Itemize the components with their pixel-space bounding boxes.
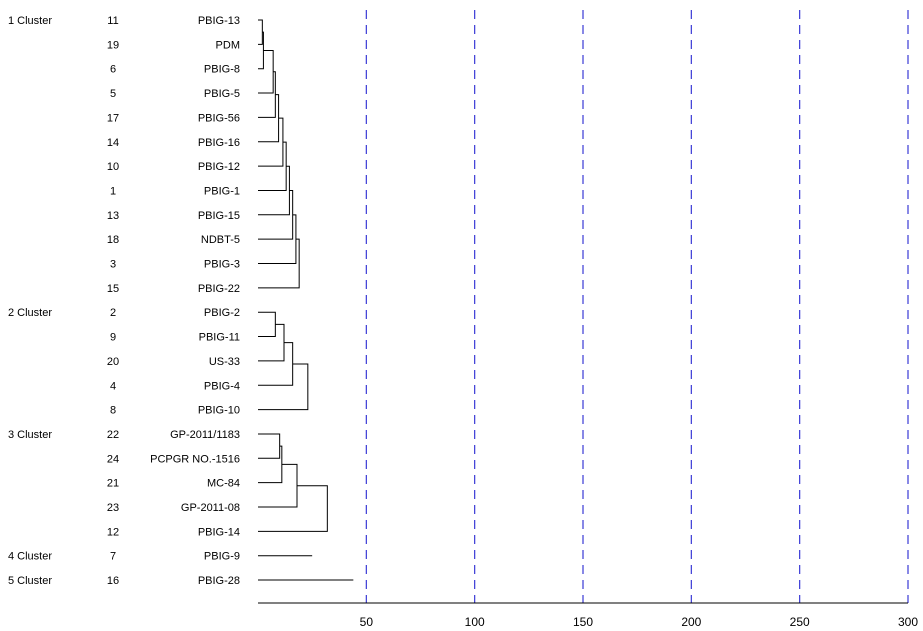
merge-branch — [258, 342, 294, 386]
merge-branch — [258, 71, 276, 118]
merge-branch — [258, 433, 281, 459]
leaf-number: 4 — [110, 380, 116, 392]
leaf-number: 14 — [107, 137, 119, 149]
leaf-number: 10 — [107, 161, 119, 173]
leaf-number: 12 — [107, 526, 119, 538]
leaf-name: PBIG-13 — [198, 15, 240, 27]
leaf-name: PBIG-15 — [198, 210, 240, 222]
merge-branch — [258, 485, 328, 532]
leaf-number: 21 — [107, 478, 119, 490]
leaf-name: US-33 — [209, 356, 240, 368]
x-tick-label: 150 — [573, 615, 593, 629]
leaf-name: PBIG-10 — [198, 405, 240, 417]
leaf-name: MC-84 — [207, 478, 240, 490]
leaf-number: 8 — [110, 405, 116, 417]
leaf-name: PBIG-12 — [198, 161, 240, 173]
merge-branch — [258, 463, 298, 508]
leaf-name: PBIG-9 — [204, 551, 240, 563]
leaf-name: GP-2011-08 — [181, 502, 240, 514]
cluster-label: 2 Cluster — [8, 307, 52, 319]
leaf-number: 18 — [107, 234, 119, 246]
leaf-name: PBIG-2 — [204, 307, 240, 319]
leaf-number: 19 — [107, 39, 119, 51]
cluster-label: 5 Cluster — [8, 575, 52, 587]
leaf-number: 13 — [107, 210, 119, 222]
merge-branch — [258, 363, 309, 411]
leaf-number: 2 — [110, 307, 116, 319]
merge-branch — [258, 19, 263, 45]
leaf-name: PBIG-11 — [199, 332, 240, 344]
leaf-number: 11 — [107, 15, 118, 27]
leaf-number: 6 — [110, 64, 116, 76]
x-axis: 50 100 150 200 250 300 — [258, 602, 918, 629]
leaf-number: 20 — [107, 356, 119, 368]
leaf-number: 17 — [107, 112, 119, 124]
merge-branch — [258, 445, 283, 484]
leaf-name: GP-2011/1183 — [170, 429, 240, 441]
leaf-name: PBIG-16 — [198, 137, 240, 149]
leaf-number: 16 — [107, 575, 119, 587]
x-tick-label: 100 — [465, 615, 485, 629]
leaf-name: PCPGR NO.-1516 — [150, 453, 240, 465]
merge-branch — [258, 323, 285, 362]
merge-branch — [258, 49, 274, 94]
leaf-name: PBIG-5 — [204, 88, 240, 100]
leaf-number: 15 — [107, 283, 119, 295]
leaf-number: 1 — [110, 185, 116, 197]
merge-branch — [258, 94, 280, 143]
leaf-number: 23 — [107, 502, 119, 514]
merge-branch — [258, 238, 300, 289]
leaf-name: PBIG-22 — [198, 283, 240, 295]
leaf-name: PBIG-3 — [204, 259, 240, 271]
x-tick-label: 200 — [681, 615, 701, 629]
cluster-label: 1 Cluster — [8, 15, 52, 27]
leaf-number: 24 — [107, 453, 119, 465]
leaf-name: PBIG-8 — [204, 64, 240, 76]
leaf-number: 7 — [110, 551, 116, 563]
cluster-label: 3 Cluster — [8, 429, 52, 441]
leaf-name: NDBT-5 — [201, 234, 240, 246]
gridlines — [365, 10, 909, 603]
leaf-name: PBIG-4 — [204, 380, 240, 392]
leaf-name: PBIG-56 — [198, 112, 240, 124]
x-tick-label: 300 — [898, 615, 918, 629]
leaf-number: 9 — [110, 332, 116, 344]
leaf-name: PBIG-1 — [204, 185, 240, 197]
merge-branch — [258, 311, 276, 338]
leaf-number: 3 — [110, 259, 116, 271]
leaf-name: PBIG-14 — [198, 526, 240, 538]
dendrogram-branches — [258, 19, 354, 581]
leaf-number: 5 — [110, 88, 116, 100]
x-tick-label: 50 — [360, 615, 374, 629]
leaf-name: PDM — [216, 39, 240, 51]
x-tick-label: 250 — [790, 615, 810, 629]
cluster-label: 4 Cluster — [8, 551, 52, 563]
leaf-name: PBIG-28 — [198, 575, 240, 587]
leaf-number: 22 — [107, 429, 119, 441]
